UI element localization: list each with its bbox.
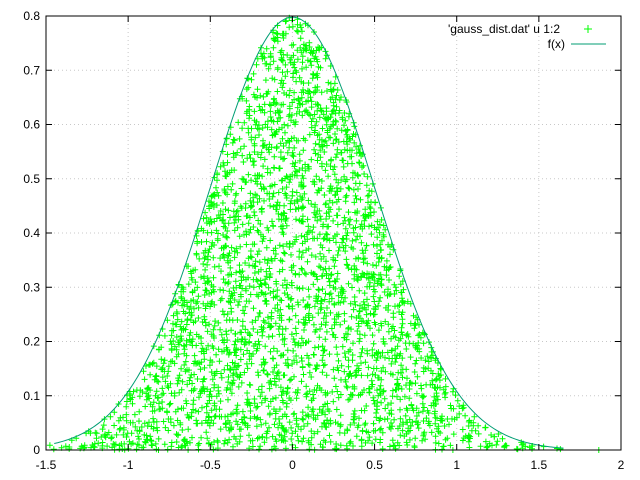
x-tick-label: 0 [289, 458, 296, 472]
y-tick-label: 0.7 [23, 63, 40, 77]
y-tick-label: 0.8 [23, 9, 40, 23]
y-tick-label: 0.3 [23, 280, 40, 294]
legend-marker-scatter [584, 25, 592, 33]
gaussian-curve [54, 16, 564, 449]
x-tick-label: 2 [618, 458, 625, 472]
y-tick-label: 0.6 [23, 118, 40, 132]
scatter-points [46, 14, 602, 453]
curve-layer [54, 16, 564, 449]
y-tick-label: 0.1 [23, 389, 40, 403]
x-tick-label: -0.5 [200, 458, 221, 472]
x-tick-label: 1.5 [531, 458, 548, 472]
x-tick-label: 0.5 [366, 458, 383, 472]
legend-plus-marker [584, 25, 592, 33]
legend-label-curve: f(x) [548, 37, 565, 51]
y-tick-label: 0 [33, 443, 40, 457]
x-tick-label: -1.5 [36, 458, 57, 472]
x-tick-label: 1 [453, 458, 460, 472]
y-tick-label: 0.4 [23, 226, 40, 240]
data-points [46, 14, 602, 453]
axis-ticks: -1.5 -1 -0.5 0 0.5 1 1.5 2 0 0.1 0.2 0.3 0.4 0.5 0.6 0.… [23, 9, 624, 472]
legend-label-scatter: 'gauss_dist.dat' u 1:2 [448, 22, 560, 36]
y-tick-label: 0.5 [23, 172, 40, 186]
y-tick-label: 0.2 [23, 335, 40, 349]
x-tick-label: -1 [123, 458, 134, 472]
legend: 'gauss_dist.dat' u 1:2 f(x) [448, 22, 606, 51]
